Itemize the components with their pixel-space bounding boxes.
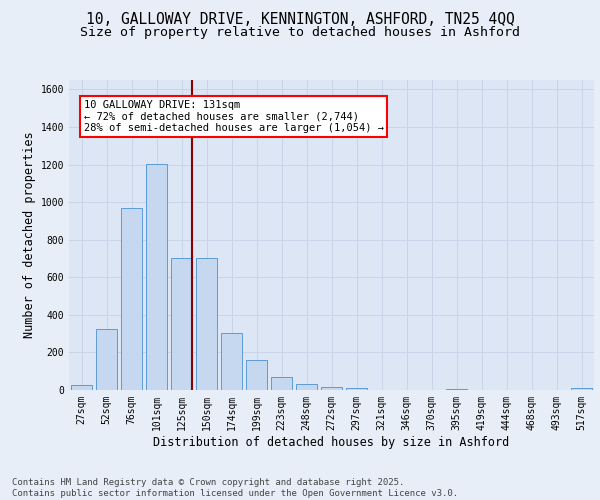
Bar [321, 387, 342, 390]
Bar [96, 329, 117, 390]
Text: 10 GALLOWAY DRIVE: 131sqm
← 72% of detached houses are smaller (2,744)
28% of se: 10 GALLOWAY DRIVE: 131sqm ← 72% of detac… [83, 100, 383, 133]
Text: Size of property relative to detached houses in Ashford: Size of property relative to detached ho… [80, 26, 520, 39]
Text: 10, GALLOWAY DRIVE, KENNINGTON, ASHFORD, TN25 4QQ: 10, GALLOWAY DRIVE, KENNINGTON, ASHFORD,… [86, 12, 514, 28]
Bar [71, 386, 92, 390]
Bar [221, 332, 242, 390]
Bar [171, 258, 192, 390]
Bar [246, 360, 267, 390]
Bar [296, 384, 317, 390]
Bar [196, 258, 217, 390]
Bar [146, 164, 167, 390]
Text: Contains HM Land Registry data © Crown copyright and database right 2025.
Contai: Contains HM Land Registry data © Crown c… [12, 478, 458, 498]
Bar [346, 388, 367, 390]
Bar [121, 208, 142, 390]
Bar [571, 388, 592, 390]
Bar [446, 389, 467, 390]
X-axis label: Distribution of detached houses by size in Ashford: Distribution of detached houses by size … [154, 436, 509, 448]
Y-axis label: Number of detached properties: Number of detached properties [23, 132, 37, 338]
Bar [271, 377, 292, 390]
